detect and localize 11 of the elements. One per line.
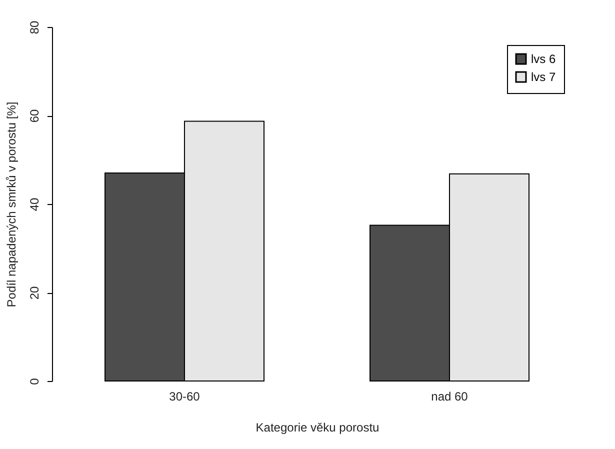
y-axis-title: Podíl napadených smrků v porostu [%] — [4, 102, 18, 308]
legend-label: lvs 6 — [531, 52, 556, 66]
x-axis-title: Kategorie věku porostu — [256, 420, 380, 434]
y-tick-label: 20 — [28, 286, 42, 300]
legend-label: lvs 7 — [531, 70, 556, 84]
x-tick-label: nad 60 — [431, 390, 468, 404]
y-tick-label: 80 — [28, 20, 42, 34]
y-tick-label: 60 — [28, 109, 42, 123]
y-tick-label: 40 — [28, 198, 42, 212]
x-tick-label: 30-60 — [169, 390, 200, 404]
y-tick-label: 0 — [28, 378, 42, 385]
